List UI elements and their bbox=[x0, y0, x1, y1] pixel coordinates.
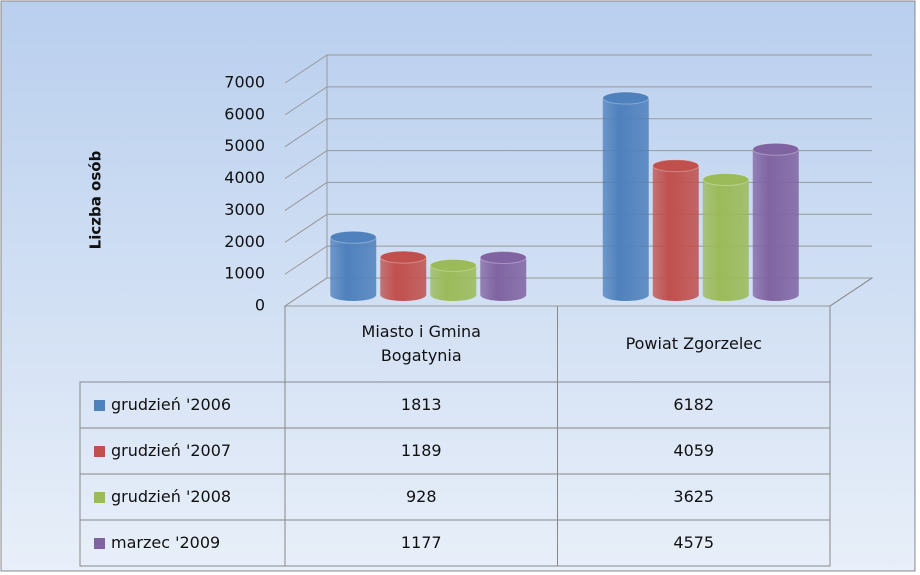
legend-label: grudzień '2006 bbox=[111, 395, 232, 414]
bar bbox=[380, 257, 427, 301]
bar bbox=[702, 179, 749, 301]
bar-top bbox=[752, 142, 800, 156]
table-value: 928 bbox=[405, 487, 437, 506]
grid-line bbox=[284, 118, 872, 148]
bar bbox=[602, 98, 649, 301]
y-tick-label: 4000 bbox=[224, 168, 265, 187]
bar bbox=[752, 149, 799, 301]
y-tick-label: 2000 bbox=[224, 232, 265, 251]
grid-line bbox=[284, 86, 872, 116]
category-label: Powiat Zgorzelec bbox=[625, 334, 762, 353]
y-tick-label: 5000 bbox=[224, 136, 265, 155]
bar bbox=[430, 265, 477, 301]
table-value: 4575 bbox=[673, 533, 715, 552]
bar bbox=[330, 237, 377, 301]
grid-line bbox=[284, 150, 872, 179]
bar-top bbox=[429, 258, 477, 272]
y-tick-label: 0 bbox=[255, 296, 265, 315]
y-tick-label: 3000 bbox=[224, 200, 265, 219]
legend-entry: grudzień '2007 bbox=[80, 428, 285, 474]
y-axis-label: Liczba osób bbox=[87, 150, 105, 249]
bar-top bbox=[329, 230, 377, 244]
y-tick-label: 7000 bbox=[224, 73, 265, 92]
table-value: 3625 bbox=[673, 487, 715, 506]
table-line bbox=[829, 277, 873, 307]
legend-swatch bbox=[94, 399, 105, 411]
table-value: 6182 bbox=[673, 395, 715, 414]
bar-top bbox=[379, 250, 427, 264]
bar-top bbox=[479, 251, 527, 265]
legend-swatch bbox=[94, 491, 105, 503]
legend-label: grudzień '2007 bbox=[111, 441, 232, 460]
bar bbox=[480, 257, 527, 301]
bar-top bbox=[702, 173, 750, 187]
table-value: 1189 bbox=[400, 441, 442, 460]
y-tick-label: 1000 bbox=[224, 264, 265, 283]
legend-entry: grudzień '2008 bbox=[80, 474, 285, 520]
legend-label: grudzień '2008 bbox=[111, 487, 232, 506]
table-value: 4059 bbox=[673, 441, 715, 460]
legend-entry: marzec '2009 bbox=[80, 520, 285, 566]
legend-swatch bbox=[94, 537, 105, 549]
y-tick-label: 6000 bbox=[224, 104, 265, 123]
bar-top bbox=[652, 159, 700, 173]
legend-label: marzec '2009 bbox=[111, 533, 221, 552]
grid-line bbox=[284, 54, 872, 84]
legend-swatch bbox=[94, 445, 105, 457]
category-label: Miasto i Gmina Bogatynia bbox=[361, 322, 481, 365]
legend-entry: grudzień '2006 bbox=[80, 382, 285, 428]
bar bbox=[652, 165, 699, 301]
table-value: 1813 bbox=[400, 395, 442, 414]
bar-top bbox=[602, 91, 650, 105]
table-value: 1177 bbox=[400, 533, 442, 552]
